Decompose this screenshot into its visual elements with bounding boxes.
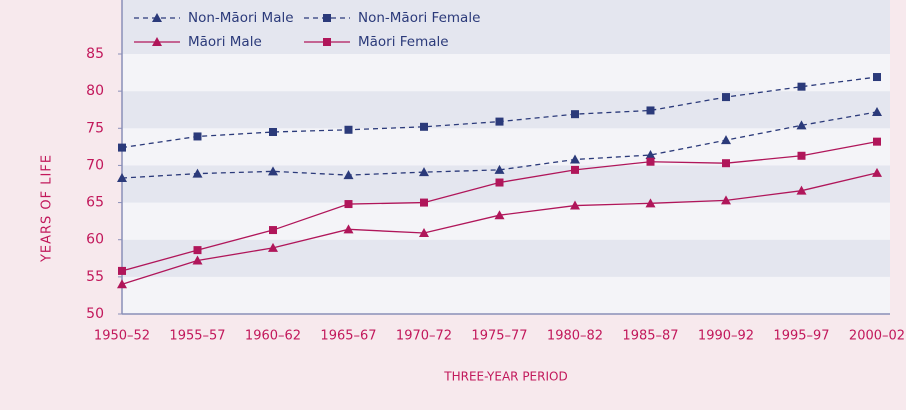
marker: [420, 122, 428, 131]
x-tick-label: 1955–57: [169, 329, 225, 344]
marker: [570, 154, 580, 164]
x-tick-label: 1960–62: [245, 329, 301, 344]
marker: [419, 167, 429, 177]
x-tick-label: 1975–77: [471, 329, 527, 344]
marker: [796, 185, 807, 195]
marker: [192, 168, 203, 178]
y-tick-label: 80: [86, 83, 104, 99]
marker: [645, 198, 656, 208]
legend-marker: [152, 37, 162, 46]
marker: [570, 200, 580, 210]
x-axis-title: THREE-YEAR PERIOD: [443, 370, 567, 384]
x-tick-label: 1965–67: [320, 329, 376, 344]
marker: [646, 106, 655, 115]
marker: [646, 157, 655, 166]
marker: [721, 195, 731, 205]
marker: [192, 255, 203, 265]
marker: [872, 106, 882, 116]
legend-label: Māori Female: [358, 34, 449, 50]
grid-band: [122, 0, 890, 54]
marker: [873, 73, 881, 82]
grid-band: [122, 239, 890, 277]
marker: [269, 226, 277, 235]
y-tick-label: 75: [86, 120, 104, 136]
marker: [797, 82, 806, 91]
marker: [193, 246, 202, 255]
x-tick-label: 1970–72: [396, 329, 452, 344]
marker: [420, 198, 428, 207]
legend-marker: [323, 38, 331, 46]
x-tick-label: 1995–97: [773, 329, 829, 344]
grid-band: [122, 54, 890, 92]
marker: [495, 117, 504, 126]
x-tick-label: 1990–92: [698, 329, 754, 344]
marker: [495, 178, 504, 187]
x-tick-label: 1980–82: [547, 329, 603, 344]
x-tick-label: 1950–52: [94, 329, 150, 344]
marker: [117, 279, 127, 289]
legend-label: Non-Māori Male: [188, 10, 294, 26]
marker: [645, 150, 656, 160]
marker: [722, 93, 730, 102]
marker: [722, 159, 730, 168]
marker: [873, 137, 881, 146]
marker: [118, 143, 126, 152]
y-axis-title: YEARS OF LIFE: [40, 154, 55, 263]
marker: [571, 110, 579, 119]
grid-band: [122, 202, 890, 240]
marker: [118, 266, 126, 275]
marker: [494, 164, 505, 174]
x-tick-label: 2000–02: [849, 329, 905, 344]
marker: [268, 242, 278, 252]
series-line: [121, 111, 878, 179]
legend-label: Māori Male: [188, 34, 262, 50]
marker: [721, 135, 731, 145]
marker: [269, 128, 277, 136]
marker: [344, 125, 353, 134]
marker: [419, 228, 429, 238]
y-tick-label: 50: [86, 306, 104, 322]
marker: [343, 170, 354, 180]
marker: [571, 165, 579, 174]
marker: [343, 224, 354, 234]
grid-band: [122, 128, 890, 166]
y-tick-label: 85: [86, 46, 104, 62]
marker: [193, 132, 202, 141]
y-tick-label: 70: [86, 157, 104, 173]
x-tick-label: 1985–87: [622, 329, 678, 344]
marker: [268, 166, 278, 176]
grid-band: [122, 276, 890, 314]
y-tick-label: 65: [86, 195, 104, 211]
marker: [344, 200, 353, 209]
y-tick-label: 55: [86, 269, 104, 285]
y-tick-label: 60: [86, 232, 104, 248]
marker: [872, 167, 882, 177]
marker: [494, 210, 505, 220]
marker: [796, 120, 807, 130]
grid-band: [122, 91, 890, 129]
grid-band: [122, 165, 890, 203]
legend-marker: [323, 14, 331, 22]
marker: [797, 151, 806, 160]
legend-label: Non-Māori Female: [358, 10, 480, 26]
legend-marker: [152, 13, 162, 22]
marker: [117, 173, 127, 183]
